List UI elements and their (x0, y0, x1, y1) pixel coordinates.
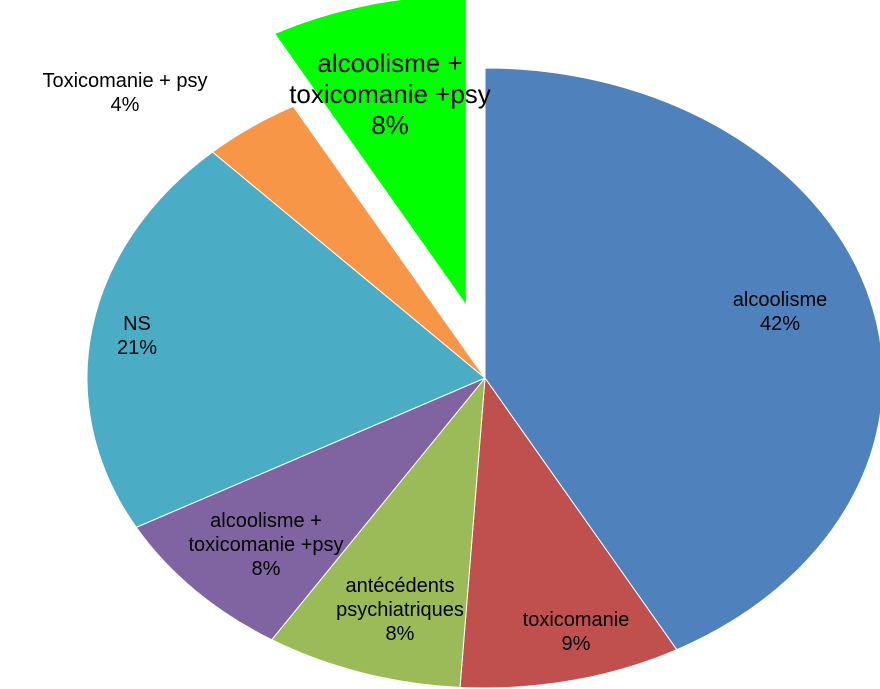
slice-name: NS (123, 313, 151, 335)
data-label: toxicomanie 9% (496, 608, 656, 656)
slice-name: Toxicomanie + psy (42, 70, 208, 92)
slice-name: alcoolisme + toxicomanie +psy (289, 48, 491, 110)
data-label: alcoolisme 42% (700, 288, 860, 336)
slice-percent: 8% (251, 558, 281, 580)
pie-slice (86, 151, 486, 528)
data-label: alcoolisme + toxicomanie +psy 8% (270, 48, 510, 142)
pie-slice (135, 377, 486, 641)
data-label: NS 21% (87, 312, 187, 360)
slice-name: alcoolisme + toxicomanie +psy (188, 510, 344, 556)
slice-percent: 42% (759, 313, 801, 335)
slice-percent: 8% (371, 110, 409, 141)
pie-slice (484, 67, 880, 651)
slice-name: toxicomanie (522, 609, 630, 631)
data-label: antécédents psychiatriques 8% (315, 574, 485, 646)
slice-name: antécédents psychiatriques (336, 575, 464, 621)
slice-percent: 8% (385, 623, 415, 645)
pie-slice (211, 105, 486, 379)
slice-percent: 4% (110, 94, 140, 116)
pie-slice (270, 376, 486, 688)
data-label: Toxicomanie + psy 4% (0, 69, 255, 117)
slice-percent: 21% (116, 337, 158, 359)
pie-slice (273, 0, 467, 307)
pie-slice (459, 376, 678, 689)
data-label: alcoolisme + toxicomanie +psy 8% (171, 509, 361, 581)
slice-percent: 9% (561, 633, 591, 655)
slice-name: alcoolisme (732, 289, 828, 311)
